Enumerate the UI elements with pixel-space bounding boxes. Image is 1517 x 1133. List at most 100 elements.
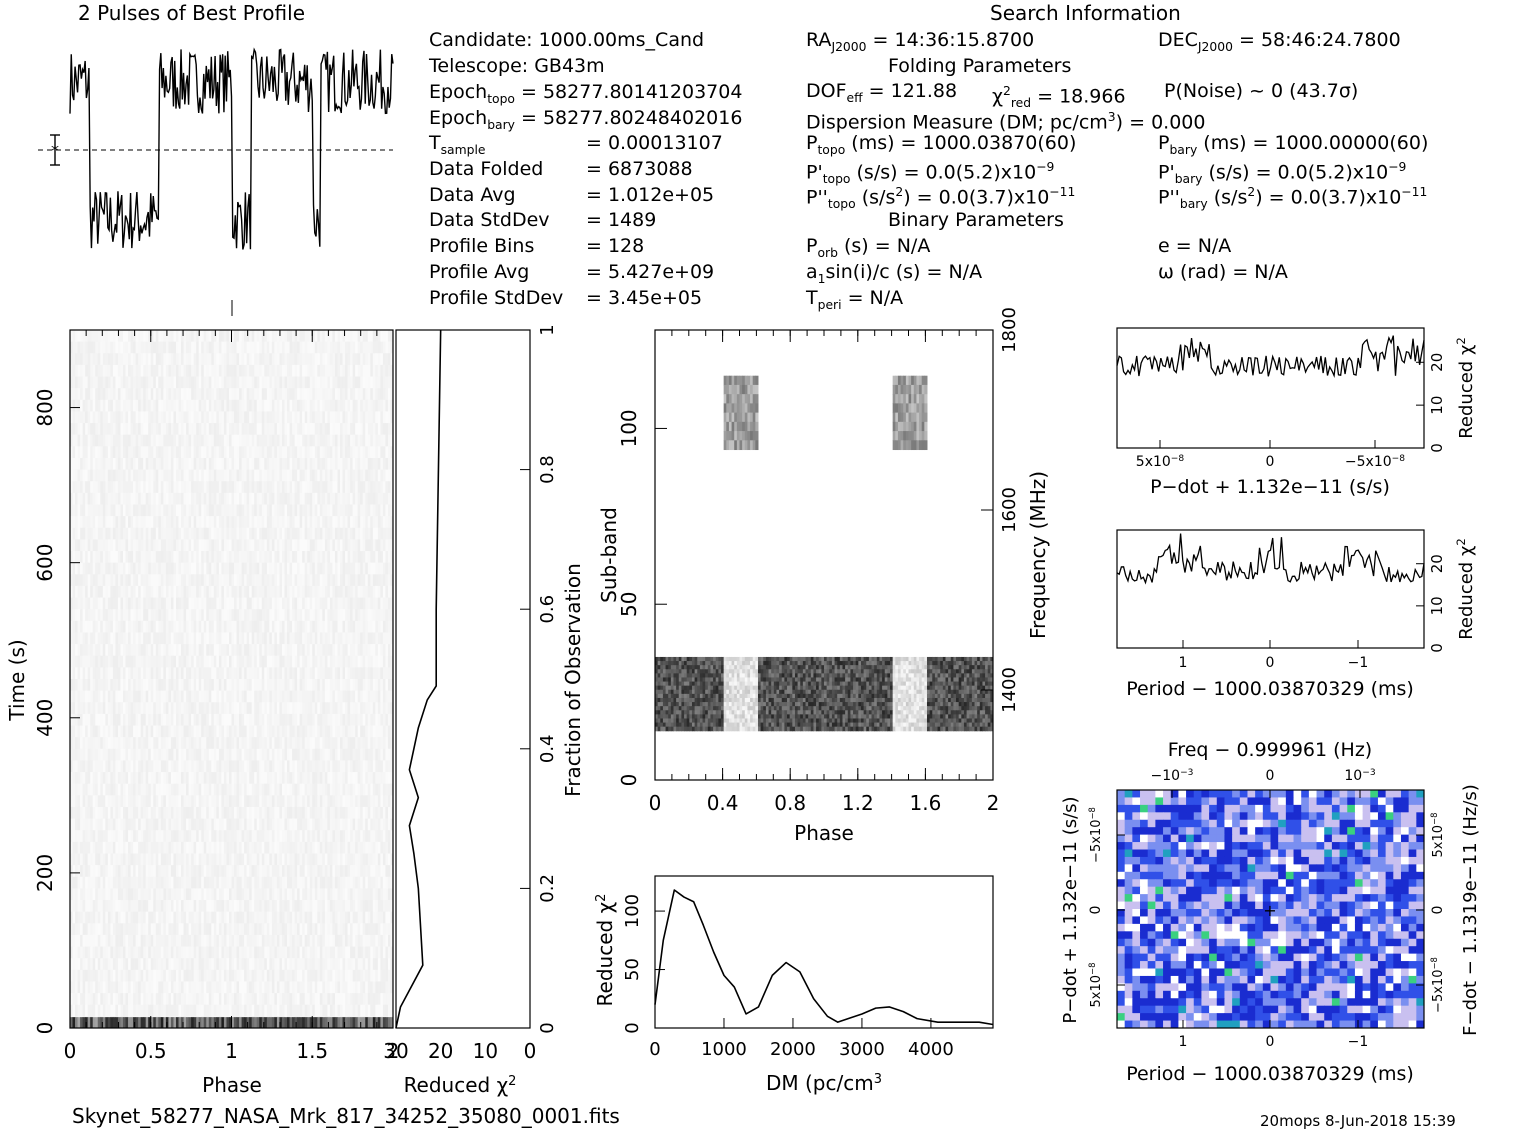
heatmap-cell — [90, 353, 94, 366]
heatmap-cell — [201, 411, 205, 424]
heatmap-cell — [140, 481, 144, 494]
heatmap-cell — [294, 341, 298, 354]
heatmap-cell — [337, 364, 341, 378]
heatmap-cell — [284, 423, 288, 436]
heatmap-cell — [299, 399, 303, 412]
heatmap-cell — [216, 469, 220, 482]
heatmap-cell — [168, 516, 172, 529]
heatmap-cell — [168, 411, 172, 424]
heatmap-cell — [135, 411, 139, 424]
heatmap-cell — [178, 423, 182, 436]
heatmap-cell — [319, 353, 323, 366]
heatmap-cell — [259, 504, 263, 517]
heatmap-cell — [269, 364, 273, 378]
heatmap-cell — [181, 446, 185, 459]
heatmap-cell — [196, 446, 200, 459]
heatmap-cell — [390, 376, 394, 389]
heatmap-cell — [115, 504, 119, 517]
heatmap-cell — [228, 376, 232, 389]
heatmap-cell — [70, 376, 74, 389]
heatmap-cell — [312, 516, 316, 529]
heatmap-cell — [85, 434, 89, 447]
heatmap-cell — [256, 516, 260, 529]
heatmap-cell — [213, 469, 217, 482]
heatmap-cell — [75, 364, 79, 378]
heatmap-cell — [327, 492, 331, 505]
heatmap-cell — [360, 469, 364, 482]
heatmap-cell — [251, 423, 255, 436]
heatmap-cell — [201, 330, 205, 343]
heatmap-cell — [337, 353, 341, 366]
heatmap-cell — [125, 481, 129, 494]
heatmap-cell — [181, 481, 185, 494]
heatmap-cell — [355, 423, 359, 436]
heatmap-cell — [211, 469, 215, 482]
heatmap-cell — [281, 423, 285, 436]
heatmap-cell — [208, 481, 212, 494]
heatmap-cell — [302, 457, 306, 471]
heatmap-cell — [307, 376, 311, 389]
heatmap-cell — [178, 411, 182, 424]
heatmap-cell — [274, 504, 278, 517]
heatmap-cell — [239, 434, 243, 447]
heatmap-cell — [82, 388, 86, 401]
heatmap-cell — [244, 353, 248, 366]
heatmap-cell — [188, 504, 192, 517]
heatmap-cell — [82, 353, 86, 366]
heatmap-cell — [193, 411, 197, 424]
heatmap-cell — [340, 457, 344, 471]
heatmap-cell — [130, 516, 134, 529]
heatmap-cell — [85, 388, 89, 401]
heatmap-cell — [287, 492, 291, 505]
heatmap-cell — [90, 457, 94, 471]
heatmap-cell — [352, 388, 356, 401]
heatmap-cell — [213, 341, 217, 354]
heatmap-cell — [254, 469, 258, 482]
heatmap-cell — [85, 481, 89, 494]
heatmap-cell — [117, 516, 121, 529]
heatmap-cell — [327, 376, 331, 389]
heatmap-cell — [218, 504, 222, 517]
heatmap-cell — [122, 527, 127, 540]
heatmap-cell — [223, 364, 227, 378]
heatmap-cell — [279, 376, 283, 389]
heatmap-cell — [85, 411, 89, 424]
heatmap-cell — [117, 481, 121, 494]
heatmap-cell — [102, 446, 106, 459]
heatmap-cell — [254, 516, 258, 529]
heatmap-cell — [140, 388, 144, 401]
heatmap-cell — [107, 388, 111, 401]
heatmap-cell — [302, 423, 306, 436]
heatmap-cell — [360, 516, 364, 529]
heatmap-cell — [327, 446, 331, 459]
heatmap-cell — [165, 516, 169, 529]
heatmap-cell — [173, 423, 177, 436]
heatmap-cell — [183, 492, 187, 505]
heatmap-cell — [213, 399, 217, 412]
heatmap-cell — [100, 330, 104, 343]
heatmap-cell — [342, 423, 346, 436]
heatmap-cell — [193, 423, 197, 436]
heatmap-cell — [249, 516, 253, 529]
heatmap-cell — [284, 504, 288, 517]
heatmap-cell — [122, 376, 127, 389]
heatmap-cell — [249, 376, 253, 389]
heatmap-cell — [168, 399, 172, 412]
heatmap-cell — [276, 516, 280, 529]
heatmap-cell — [160, 364, 164, 378]
heatmap-cell — [287, 353, 291, 366]
heatmap-cell — [181, 376, 185, 389]
heatmap-cell — [133, 376, 137, 389]
heatmap-cell — [382, 457, 386, 471]
heatmap-cell — [264, 492, 268, 505]
heatmap-cell — [70, 411, 74, 424]
heatmap-cell — [175, 341, 180, 354]
heatmap-cell — [234, 388, 238, 401]
heatmap-cell — [266, 504, 270, 517]
heatmap-cell — [239, 341, 243, 354]
heatmap-cell — [350, 504, 354, 517]
heatmap-cell — [196, 411, 200, 424]
heatmap-cell — [279, 353, 283, 366]
heatmap-cell — [367, 376, 371, 389]
heatmap-cell — [135, 376, 139, 389]
